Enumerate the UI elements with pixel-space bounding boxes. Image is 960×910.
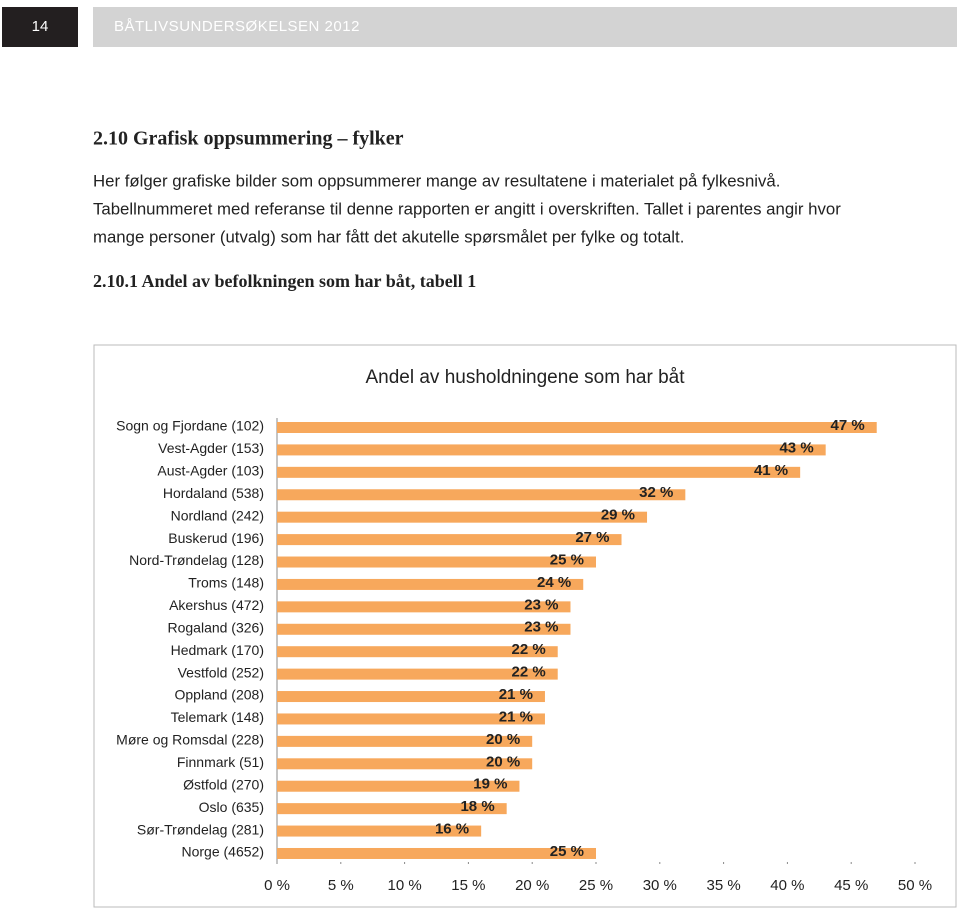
header-bar (93, 7, 957, 47)
x-tick-label: 0 % (264, 877, 290, 894)
bar (277, 668, 558, 680)
value-label: 19 % (473, 776, 507, 793)
bar (277, 623, 571, 635)
bar (277, 466, 801, 478)
x-tick-label: 30 % (643, 877, 677, 894)
paragraph-line: Tabellnummeret med referanse til denne r… (93, 199, 841, 218)
value-label: 16 % (435, 821, 469, 838)
value-label: 23 % (524, 619, 558, 636)
value-label: 22 % (512, 664, 546, 681)
y-tick-label: Oppland (208) (174, 687, 264, 703)
value-label: 20 % (486, 753, 520, 770)
y-tick-label: Akershus (472) (169, 597, 264, 613)
y-tick-label: Telemark (148) (171, 709, 264, 725)
bar (277, 691, 545, 703)
bar (277, 646, 558, 658)
bar (277, 534, 622, 546)
bar (277, 511, 648, 523)
y-tick-label: Buskerud (196) (168, 530, 264, 546)
y-tick-label: Hordaland (538) (163, 485, 264, 501)
paragraph-line: mange personer (utvalg) som har fått det… (93, 227, 684, 246)
value-label: 21 % (499, 708, 533, 725)
x-tick-label: 50 % (898, 877, 932, 894)
bar (277, 825, 482, 837)
y-tick-label: Sør-Trøndelag (281) (137, 821, 264, 837)
value-label: 29 % (601, 507, 635, 524)
value-label: 43 % (779, 439, 813, 456)
y-tick-label: Hedmark (170) (171, 642, 264, 658)
y-tick-label: Finnmark (51) (177, 754, 264, 770)
bar (277, 713, 545, 725)
bar (277, 556, 596, 568)
x-tick-label: 20 % (515, 877, 549, 894)
page-number-box (2, 7, 78, 47)
y-tick-label: Troms (148) (188, 575, 264, 591)
page-number: 14 (32, 18, 49, 35)
value-label: 21 % (499, 686, 533, 703)
header-title: BÅTLIVSUNDERSØKELSEN 2012 (114, 18, 360, 35)
bar (277, 847, 596, 859)
y-tick-label: Møre og Romsdal (228) (116, 732, 264, 748)
value-label: 25 % (550, 551, 584, 568)
x-tick-label: 45 % (834, 877, 868, 894)
x-tick-label: 10 % (387, 877, 421, 894)
x-tick-label: 5 % (328, 877, 354, 894)
bar (277, 780, 520, 792)
bar (277, 803, 507, 815)
chart-frame (93, 344, 957, 908)
y-tick-label: Norge (4652) (182, 844, 265, 860)
x-tick-label: 40 % (770, 877, 804, 894)
x-tick-label: 15 % (451, 877, 485, 894)
value-label: 41 % (754, 462, 788, 479)
y-tick-label: Sogn og Fjordane (102) (116, 418, 264, 434)
y-tick-label: Rogaland (326) (167, 619, 264, 635)
bar (277, 601, 571, 613)
bar (277, 735, 533, 747)
x-tick-label: 35 % (706, 877, 740, 894)
value-label: 27 % (575, 529, 609, 546)
bar (277, 444, 826, 456)
bar (277, 489, 686, 501)
value-label: 24 % (537, 574, 571, 591)
x-tick-label: 25 % (579, 877, 613, 894)
value-label: 20 % (486, 731, 520, 748)
value-label: 22 % (512, 641, 546, 658)
value-label: 23 % (524, 596, 558, 613)
y-tick-label: Østfold (270) (183, 776, 264, 792)
y-tick-label: Aust-Agder (103) (157, 463, 264, 479)
bar (277, 422, 877, 433)
subheading: 2.10.1 Andel av befolkningen som har båt… (93, 271, 476, 291)
value-label: 18 % (460, 798, 494, 815)
y-tick-label: Vest-Agder (153) (158, 440, 264, 456)
y-tick-label: Vestfold (252) (178, 664, 264, 680)
value-label: 32 % (639, 484, 673, 501)
value-label: 47 % (831, 417, 865, 434)
heading: 2.10 Grafisk oppsummering – fylker (93, 128, 404, 150)
bar (277, 758, 533, 770)
chart-title: Andel av husholdningene som har båt (365, 367, 685, 388)
paragraph-line: Her følger grafiske bilder som oppsummer… (93, 171, 780, 190)
y-tick-label: Nord-Trøndelag (128) (129, 552, 264, 568)
bar (277, 578, 584, 590)
y-tick-label: Oslo (635) (199, 799, 264, 815)
y-tick-label: Nordland (242) (171, 507, 264, 523)
value-label: 25 % (550, 843, 584, 860)
